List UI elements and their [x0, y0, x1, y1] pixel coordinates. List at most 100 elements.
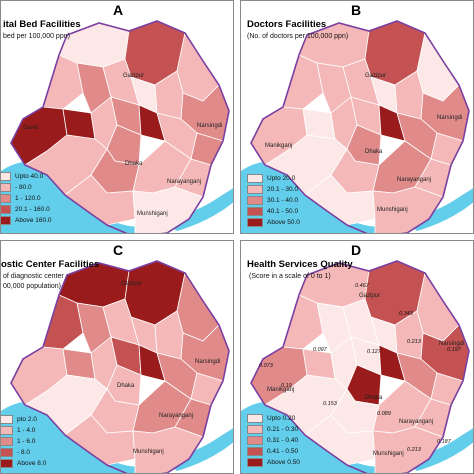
score-label: 0.097: [313, 347, 328, 353]
score-label: 0.089: [377, 411, 391, 417]
district-region: [62, 108, 96, 140]
score-label: 0.187: [437, 439, 452, 445]
place-label: Dhaka: [117, 383, 135, 389]
legend-label: - 8.0: [17, 449, 31, 456]
score-label: 0.213: [407, 447, 422, 453]
legend-label: 20.1 - 160.0: [15, 206, 50, 213]
legend-label: 1 - 6.0: [17, 438, 36, 445]
place-label: Gazipur: [121, 281, 142, 287]
panel-d-health-quality-map: Gazipur Narsingdi Manikganj Dhaka Narayangan…: [240, 240, 474, 474]
panel-letter-b: B: [351, 2, 362, 18]
legend-swatch: [1, 415, 13, 424]
place-label: Narsingdi: [437, 115, 462, 121]
legend-a-item-5: Above 160.0: [1, 215, 52, 226]
district-region: [302, 108, 336, 140]
legend-label: Upto 0.20: [267, 415, 296, 422]
legend-label: Upto 20.0: [267, 175, 296, 182]
legend-label: 0.41 - 0.50: [267, 448, 299, 455]
place-label: Gazipur: [123, 73, 144, 79]
river-water: [241, 402, 399, 473]
legend-swatch: [1, 172, 11, 181]
legend-label: Above 50.0: [267, 219, 300, 226]
place-label: Narayanganj: [167, 179, 201, 185]
legend-swatch: [1, 437, 13, 446]
score-label: 0.127: [367, 349, 382, 355]
legend-swatch: [247, 196, 263, 205]
river-water: [241, 162, 399, 233]
legend-label: 1 - 120.0: [15, 195, 41, 202]
legend-swatch: [1, 205, 11, 214]
legend-b-item-3: 30.1 - 40.0: [247, 195, 300, 206]
panel-c-subtitle-2: 00,000 population): [3, 283, 61, 290]
place-label: Narayanganj: [159, 413, 193, 419]
legend-d-item-1: Upto 0.20: [247, 413, 300, 424]
place-label: Dhaka: [125, 161, 143, 167]
legend-a-item-1: Upto 40.0: [1, 171, 52, 182]
panel-a-title: ital Bed Facilities: [3, 19, 81, 30]
legend-b-item-4: 40.1 - 50.0: [247, 206, 300, 217]
legend-c-item-2: 1 - 4.0: [1, 425, 46, 436]
place-label: Narsingdi: [197, 123, 222, 129]
score-label: 0.213: [407, 339, 422, 345]
legend-a: Upto 40.0 - 80.0 1 - 120.0 20.1 - 160.0 Abov…: [1, 171, 52, 226]
study-area-boundary: [10, 20, 230, 233]
place-label: Munshiganj: [137, 211, 168, 217]
panel-c-diagnostic-map: Gazipur Narsingdi Dhaka Narayanganj Munshiga…: [0, 240, 234, 474]
study-area-boundary: [10, 260, 230, 473]
district-region: [302, 348, 336, 380]
legend-label: 30.1 - 40.0: [267, 197, 299, 204]
legend-d-item-2: 0.21 - 0.30: [247, 424, 300, 435]
place-label: Manikganj: [267, 387, 294, 393]
legend-swatch: [247, 207, 263, 216]
legend-label: Above 0.50: [267, 459, 300, 466]
score-label: 0.153: [323, 401, 338, 407]
score-label: 0.197: [447, 347, 462, 353]
study-area-boundary: [250, 20, 470, 233]
legend-c-item-1: pto 2.0: [1, 414, 46, 425]
legend-swatch: [1, 183, 11, 192]
legend-swatch: [247, 447, 263, 456]
legend-swatch: [1, 426, 13, 435]
panel-letter-a: A: [113, 2, 124, 18]
place-label: Dhaka: [365, 395, 383, 401]
legend-d-item-5: Above 0.50: [247, 457, 300, 468]
legend-swatch: [247, 436, 263, 445]
panel-d-title: Health Services Quality: [247, 259, 353, 270]
legend-swatch: [1, 459, 13, 468]
place-label: Narsingdi: [195, 359, 220, 365]
district-layer: Gazipur Narsingdi Savar Dhaka Narayanganj Mun…: [10, 20, 230, 233]
panel-b-title: Doctors Facilities: [247, 19, 327, 30]
place-label: Manikganj: [265, 143, 292, 149]
district-layer: Gazipur Narsingdi Manikganj Dhaka Narayangan…: [250, 260, 470, 473]
legend-label: 20.1 - 30.0: [267, 186, 299, 193]
panel-a-hospital-bed-map: Gazipur Narsingdi Savar Dhaka Narayanganj Mun…: [0, 0, 234, 234]
legend-label: 0.21 - 0.30: [267, 426, 299, 433]
score-label: 0.343: [399, 311, 414, 317]
legend-swatch: [1, 194, 11, 203]
place-label: Dhaka: [365, 149, 383, 155]
legend-c-item-4: - 8.0: [1, 447, 46, 458]
legend-label: - 80.0: [15, 184, 32, 191]
study-area-boundary: [250, 260, 470, 473]
district-layer: Gazipur Narsingdi Dhaka Narayanganj Munshiga…: [10, 260, 230, 473]
map-b: Gazipur Narsingdi Manikganj Dhaka Narayangan…: [241, 20, 473, 233]
map-d: Gazipur Narsingdi Manikganj Dhaka Narayangan…: [241, 260, 473, 473]
legend-d: Upto 0.20 0.21 - 0.30 0.31 - 0.40 0.41 - 0.…: [247, 413, 300, 468]
panel-b-doctors-map: Gazipur Narsingdi Manikganj Dhaka Narayangan…: [240, 0, 474, 234]
legend-b: Upto 20.0 20.1 - 30.0 30.1 - 40.0 40.1 - 50…: [247, 173, 300, 228]
legend-swatch: [247, 174, 263, 183]
legend-label: 40.1 - 50.0: [267, 208, 299, 215]
place-label: Munshiganj: [377, 207, 408, 213]
legend-label: Above 8.0: [17, 460, 47, 467]
river-water: [1, 162, 159, 233]
score-label: 0.19: [281, 383, 292, 389]
panel-d-subtitle: (Score in a scale of 0 to 1): [249, 273, 331, 280]
panel-b-subtitle: (No. of doctors per 100,000 ppn): [247, 33, 349, 40]
place-label: Munshiganj: [133, 449, 164, 455]
legend-label: 0.31 - 0.40: [267, 437, 299, 444]
map-a: Gazipur Narsingdi Savar Dhaka Narayanganj Mun…: [1, 20, 233, 233]
legend-d-item-3: 0.31 - 0.40: [247, 435, 300, 446]
legend-b-item-5: Above 50.0: [247, 217, 300, 228]
place-label: Savar: [23, 125, 39, 131]
legend-swatch: [247, 425, 263, 434]
